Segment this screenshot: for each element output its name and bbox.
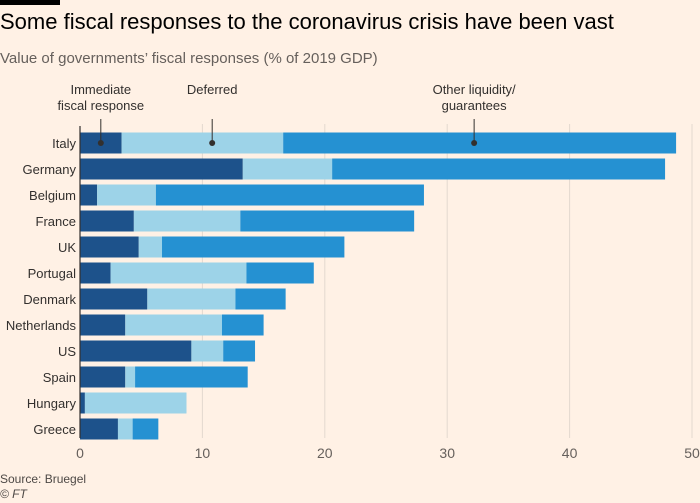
bar-segment [221,314,264,336]
legend-label: Deferred [187,82,238,97]
bar-segment [162,236,345,258]
legend-leader-dot [471,140,478,146]
bar-segment [191,340,224,362]
bar-segment [133,210,241,232]
bar-segment [80,184,98,206]
bar-segment [155,184,424,206]
x-tick-label: 20 [317,445,333,461]
bar-segment [80,314,126,336]
bar-segment [80,392,85,414]
bar-segment [138,236,163,258]
bar-segment [147,288,236,310]
legend-label: Immediate [70,82,131,97]
bar-segment [332,158,666,180]
category-label: Hungary [27,396,77,411]
bar-segment [80,340,192,362]
category-label: Belgium [29,188,76,203]
category-label: Portugal [28,266,77,281]
bar-segment [80,236,139,258]
bar-segment [132,418,159,440]
category-label: France [36,214,76,229]
category-label: Italy [52,136,76,151]
bar-segment [80,366,126,388]
x-tick-label: 30 [439,445,455,461]
bar-segment [117,418,133,440]
bar-segment [110,262,247,284]
legend-leader-dot [209,140,216,146]
bar-segment [121,132,284,154]
category-label: Netherlands [6,318,77,333]
category-label: UK [58,240,76,255]
x-tick-label: 0 [76,445,84,461]
category-label: US [58,344,76,359]
bar-segment [84,392,187,414]
category-label: Germany [23,162,77,177]
bar-segment [97,184,156,206]
legend-label: Other liquidity/ [433,82,516,97]
bar-segment [240,210,415,232]
source-note: Source: Bruegel [0,472,87,486]
category-label: Greece [33,422,76,437]
bar-segment [80,158,243,180]
bar-segment [125,366,136,388]
category-label: Spain [43,370,76,385]
bar-segment [223,340,256,362]
legend-leader-dot [97,140,104,146]
x-tick-label: 10 [195,445,211,461]
chart-title: Some fiscal responses to the coronavirus… [0,9,614,34]
bar-segment [80,288,148,310]
legend-label: fiscal response [57,98,144,113]
bar-segment [125,314,222,336]
x-tick-label: 40 [562,445,578,461]
credit-note: © FT [0,487,27,501]
bar-segment [283,132,677,154]
bar-segment [80,418,118,440]
x-tick-label: 50 [684,445,700,461]
bar-segment [235,288,286,310]
category-label: Denmark [23,292,76,307]
bar-segment [80,210,134,232]
brand-bar [0,0,60,5]
bar-segment [246,262,314,284]
chart-subtitle: Value of governments’ fiscal responses (… [0,50,378,67]
bar-segment [242,158,333,180]
bar-segment [80,262,111,284]
legend-label: guarantees [442,98,508,113]
bar-segment [135,366,248,388]
